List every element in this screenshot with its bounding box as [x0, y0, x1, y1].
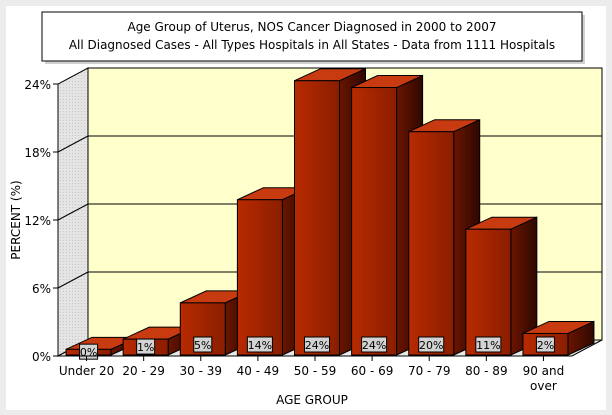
bar-front: [236, 199, 283, 356]
data-label: 5%: [194, 339, 211, 352]
data-label: 14%: [248, 339, 272, 352]
data-label-box: [304, 336, 330, 353]
title-box: Age Group of Uterus, NOS Cancer Diagnose…: [41, 11, 585, 64]
x-axis-label: AGE GROUP: [276, 393, 348, 407]
data-label-box: [136, 338, 156, 355]
bar-front: [179, 302, 226, 356]
bar: 11%: [465, 216, 538, 356]
data-label: 2%: [537, 339, 554, 352]
bar-front: [465, 228, 512, 356]
y-tick-label: 12%: [24, 214, 51, 228]
x-tick-label: 40 - 49: [237, 364, 280, 378]
x-tick-label: 50 - 59: [294, 364, 337, 378]
data-label: 11%: [476, 339, 500, 352]
data-label: 1%: [137, 341, 154, 354]
y-tick-label: 24%: [24, 78, 51, 92]
data-label-box: [79, 343, 99, 360]
x-tick-label: 70 - 79: [408, 364, 451, 378]
data-label-box: [475, 336, 502, 353]
chart-subtitle: All Diagnosed Cases - All Types Hospital…: [69, 38, 555, 52]
data-label: 24%: [305, 339, 329, 352]
gridline-side: [57, 271, 89, 289]
data-label-box: [361, 336, 388, 353]
bar: 2%: [522, 320, 595, 356]
data-label: 24%: [362, 339, 386, 352]
x-tick-label: 30 - 39: [180, 364, 223, 378]
x-tick-label: Under 20: [59, 364, 114, 378]
bar-front: [294, 80, 340, 356]
x-tick-label: 90 and: [523, 364, 565, 378]
x-tick-label: over: [530, 379, 557, 393]
data-label-box: [193, 336, 213, 353]
data-label-box: [418, 336, 445, 353]
y-axis-label: PERCENT (%): [9, 180, 23, 259]
data-label: 0%: [80, 346, 97, 359]
data-label: 20%: [419, 339, 443, 352]
y-tick-label: 0%: [32, 350, 51, 364]
chart-title: Age Group of Uterus, NOS Cancer Diagnose…: [127, 20, 496, 34]
y-tick-label: 6%: [32, 282, 51, 296]
y-tick-label: 18%: [24, 146, 51, 160]
x-tick-label: 60 - 69: [351, 364, 394, 378]
data-label-box: [246, 336, 273, 353]
bar-front: [408, 131, 455, 356]
gridline-side: [57, 135, 89, 153]
x-tick-label: 80 - 89: [465, 364, 508, 378]
x-tick-label: 20 - 29: [122, 364, 165, 378]
bar-front: [351, 87, 398, 356]
gridline-side: [57, 203, 89, 221]
data-label-box: [535, 336, 555, 353]
